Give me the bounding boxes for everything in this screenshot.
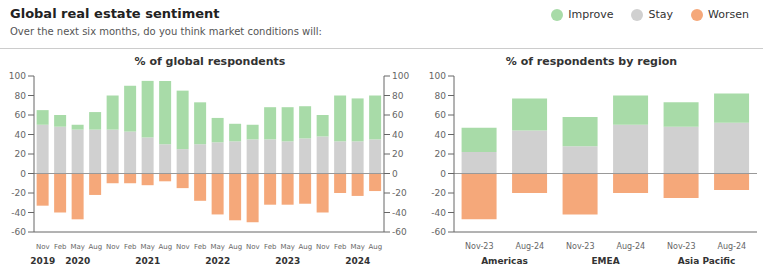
svg-text:20: 20	[392, 149, 404, 159]
svg-text:2023: 2023	[275, 256, 300, 266]
svg-text:Nov: Nov	[106, 243, 120, 251]
svg-text:80: 80	[392, 91, 404, 101]
svg-text:Nov-23: Nov-23	[465, 242, 493, 251]
svg-text:Aug: Aug	[88, 243, 102, 251]
svg-text:Aug: Aug	[368, 243, 382, 251]
svg-text:0: 0	[440, 169, 446, 179]
svg-text:-20: -20	[392, 188, 407, 198]
svg-text:Nov: Nov	[316, 243, 330, 251]
svg-text:Americas: Americas	[481, 256, 528, 266]
svg-text:Nov: Nov	[36, 243, 50, 251]
svg-text:May: May	[281, 243, 295, 251]
svg-text:May: May	[351, 243, 365, 251]
svg-text:Nov-23: Nov-23	[667, 242, 695, 251]
svg-text:Feb: Feb	[54, 243, 67, 251]
html-text:Stay: Stay	[648, 8, 673, 21]
svg-text:-20: -20	[11, 188, 26, 198]
svg-text:EMEA: EMEA	[591, 256, 619, 266]
svg-text:Aug-24: Aug-24	[515, 242, 544, 251]
svg-text:May: May	[141, 243, 155, 251]
svg-text:60: 60	[435, 110, 447, 120]
svg-text:100: 100	[9, 71, 26, 81]
svg-text:0: 0	[20, 169, 26, 179]
svg-text:-40: -40	[392, 208, 407, 218]
svg-text:40: 40	[435, 130, 447, 140]
svg-text:Nov: Nov	[246, 243, 260, 251]
svg-text:May: May	[211, 243, 225, 251]
svg-text:-60: -60	[392, 227, 407, 237]
html-text:Over the next six months, do y: Over the next six months, do you think m…	[10, 26, 322, 37]
svg-text:May: May	[71, 243, 85, 251]
svg-text:80: 80	[15, 91, 27, 101]
svg-text:2022: 2022	[205, 256, 230, 266]
svg-text:60: 60	[392, 110, 404, 120]
svg-text:20: 20	[435, 149, 447, 159]
svg-text:Aug-24: Aug-24	[717, 242, 746, 251]
html-text:Global real estate sentiment: Global real estate sentiment	[10, 6, 220, 21]
svg-text:-60: -60	[431, 227, 446, 237]
svg-text:20: 20	[15, 149, 27, 159]
svg-text:2024: 2024	[345, 256, 370, 266]
svg-text:Feb: Feb	[264, 243, 277, 251]
svg-text:Aug-24: Aug-24	[616, 242, 645, 251]
svg-text:Nov: Nov	[176, 243, 190, 251]
svg-text:-20: -20	[431, 188, 446, 198]
html-text:% of global respondents: % of global respondents	[134, 55, 286, 68]
svg-text:-40: -40	[431, 208, 446, 218]
svg-text:40: 40	[15, 130, 27, 140]
svg-text:0: 0	[392, 169, 398, 179]
svg-text:Feb: Feb	[194, 243, 207, 251]
svg-text:2021: 2021	[135, 256, 160, 266]
svg-text:Aug: Aug	[298, 243, 312, 251]
svg-text:Nov-23: Nov-23	[566, 242, 594, 251]
svg-text:Feb: Feb	[124, 243, 137, 251]
svg-text:2020: 2020	[65, 256, 90, 266]
html-text:Improve: Improve	[568, 8, 614, 21]
svg-text:2019: 2019	[30, 256, 55, 266]
svg-text:60: 60	[15, 110, 27, 120]
svg-text:Asia Pacific: Asia Pacific	[678, 256, 735, 266]
svg-text:40: 40	[392, 130, 404, 140]
svg-text:-60: -60	[11, 227, 26, 237]
svg-text:80: 80	[435, 91, 447, 101]
svg-text:-40: -40	[11, 208, 26, 218]
html-text:Worsen: Worsen	[708, 8, 749, 21]
svg-text:100: 100	[392, 71, 409, 81]
svg-text:100: 100	[429, 71, 446, 81]
svg-text:Feb: Feb	[334, 243, 347, 251]
svg-text:Aug: Aug	[158, 243, 172, 251]
html-text:% of respondents by region: % of respondents by region	[505, 55, 678, 68]
svg-text:Aug: Aug	[228, 243, 242, 251]
